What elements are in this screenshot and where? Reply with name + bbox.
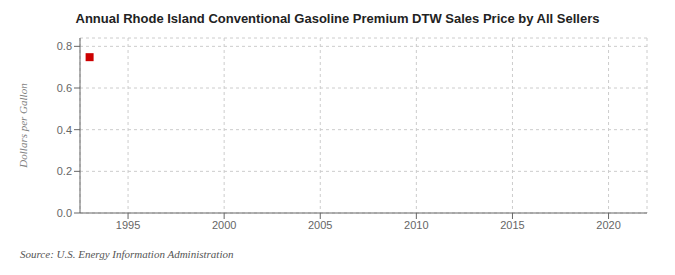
svg-text:2015: 2015 <box>500 219 524 231</box>
svg-text:0.4: 0.4 <box>57 124 72 136</box>
svg-text:0.2: 0.2 <box>57 165 72 177</box>
svg-text:2000: 2000 <box>212 219 236 231</box>
html-text:Source: U.S. Energy Informatio: Source: U.S. Energy Information Administ… <box>20 248 234 260</box>
svg-text:2005: 2005 <box>308 219 332 231</box>
svg-text:0.0: 0.0 <box>57 207 72 219</box>
svg-text:2020: 2020 <box>596 219 620 231</box>
svg-text:0.6: 0.6 <box>57 82 72 94</box>
svg-text:Dollars per Gallon: Dollars per Gallon <box>17 83 29 169</box>
html-text:Annual Rhode Island Convention: Annual Rhode Island Conventional Gasolin… <box>75 11 600 26</box>
svg-text:1995: 1995 <box>116 219 140 231</box>
svg-text:0.8: 0.8 <box>57 40 72 52</box>
svg-text:2010: 2010 <box>404 219 428 231</box>
